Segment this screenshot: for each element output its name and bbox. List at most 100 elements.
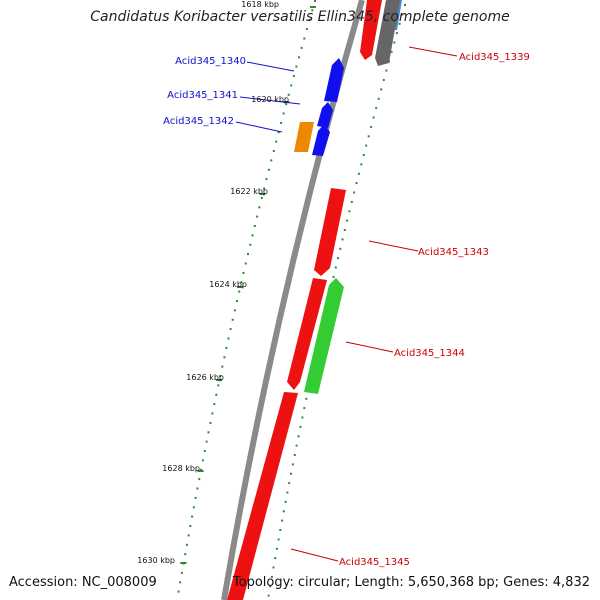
tick-dot xyxy=(360,163,363,166)
gene-label-1339: Acid345_1339 xyxy=(459,52,530,63)
tick-dot xyxy=(217,384,220,387)
tick-dot xyxy=(236,300,238,302)
tick-dot xyxy=(339,247,342,250)
tick-label-1628: 1628 kbp xyxy=(162,464,200,473)
tick-dot xyxy=(281,519,284,522)
tick-dot xyxy=(280,121,283,124)
tick-dot xyxy=(179,581,182,584)
feature-gray xyxy=(375,0,400,66)
tick-dot xyxy=(367,135,370,138)
tick-dot xyxy=(284,500,287,503)
tick-dot xyxy=(377,97,380,100)
tick-dot xyxy=(272,566,275,569)
genome-backbone xyxy=(221,0,365,600)
tick-dot xyxy=(277,538,280,541)
tick-mark xyxy=(216,379,223,381)
tick-dot xyxy=(215,393,218,396)
tick-label-1630: 1630 kbp xyxy=(137,556,175,565)
tick-dot xyxy=(205,440,208,443)
gene-labels: Acid345_1339 Acid345_1340 Acid345_1341 A… xyxy=(163,52,530,568)
tick-dot xyxy=(285,103,288,106)
tick-dot xyxy=(265,178,268,181)
gene-label-1341: Acid345_1341 xyxy=(167,90,238,101)
tick-dot xyxy=(385,69,388,72)
tick-dot xyxy=(300,46,303,49)
gene-arrow-acid345-1343 xyxy=(314,188,346,276)
tick-dot xyxy=(357,172,360,175)
tick-dot xyxy=(185,543,188,546)
callout-line-1343 xyxy=(368,240,419,252)
tick-dot xyxy=(177,590,180,593)
tick-dot xyxy=(372,116,375,119)
tick-dot xyxy=(213,403,216,406)
callout-line-1344 xyxy=(345,341,394,353)
tick-dot xyxy=(244,262,247,265)
map-title: Candidatus Koribacter versatilis Ellin34… xyxy=(90,9,510,25)
tick-dot xyxy=(299,425,302,428)
callout-line-1345 xyxy=(290,548,339,562)
tick-dot xyxy=(242,271,245,274)
tick-label-1622: 1622 kbp xyxy=(230,187,268,196)
gene-arrow-acid345-1340 xyxy=(324,58,344,102)
tick-label-1618: 1618 kbp xyxy=(241,0,279,9)
callout-line-1340 xyxy=(246,61,295,72)
tick-dot xyxy=(209,421,212,424)
tick-dot xyxy=(282,510,285,513)
tick-dot xyxy=(238,290,241,293)
callout-line-1342 xyxy=(235,121,283,133)
tick-dot xyxy=(303,37,306,40)
tick-dot xyxy=(198,478,201,481)
callout-line-1339 xyxy=(408,46,458,57)
tick-dot xyxy=(233,309,236,312)
tick-dot xyxy=(187,534,190,537)
callout-line-1341 xyxy=(239,96,301,105)
tick-dot xyxy=(251,234,254,237)
tick-dot xyxy=(279,529,282,531)
tick-dot xyxy=(269,585,272,588)
tick-dot xyxy=(180,571,183,574)
callout-lines xyxy=(235,46,458,562)
tick-dot xyxy=(229,328,232,331)
tick-dot xyxy=(355,182,358,185)
tick-dot xyxy=(201,459,204,462)
gene-arrow-acid345-1345 xyxy=(227,392,298,600)
tick-dot xyxy=(203,450,206,452)
tick-dot xyxy=(337,257,339,260)
tick-dot xyxy=(191,515,194,518)
tick-mark xyxy=(197,470,204,472)
tick-dot xyxy=(260,196,263,199)
tick-dot xyxy=(277,131,280,134)
tick-dot xyxy=(343,229,346,231)
tick-dot xyxy=(401,13,404,16)
tick-dot xyxy=(270,575,273,578)
tick-dot xyxy=(267,594,270,597)
tick-dot xyxy=(348,210,351,213)
tick-dot xyxy=(227,337,230,340)
gene-label-1343: Acid345_1343 xyxy=(418,247,489,258)
tick-dot xyxy=(253,225,256,227)
tick-dot xyxy=(295,444,298,447)
tick-dot xyxy=(256,215,259,218)
tick-dot xyxy=(382,79,385,81)
tick-dot xyxy=(286,491,289,494)
tick-dot xyxy=(292,75,295,77)
gene-arrow-acid345-1339 xyxy=(360,0,382,60)
tick-dot xyxy=(223,356,226,359)
tick-dot xyxy=(194,496,197,499)
gene-label-1345: Acid345_1345 xyxy=(339,557,410,568)
tick-dot xyxy=(293,454,296,456)
gene-label-1342: Acid345_1342 xyxy=(163,116,234,127)
tick-dot xyxy=(297,435,300,438)
tick-dot xyxy=(404,4,406,6)
tick-mark xyxy=(237,286,243,288)
tick-dot xyxy=(370,125,373,128)
tick-label-1626: 1626 kbp xyxy=(186,373,224,382)
tick-dot xyxy=(207,431,210,434)
tick-dot xyxy=(275,140,278,143)
tick-dot xyxy=(221,365,224,368)
gene-label-1344: Acid345_1344 xyxy=(394,348,465,359)
tick-dot xyxy=(196,487,199,490)
tick-dot xyxy=(274,557,277,560)
tick-dot xyxy=(308,18,311,21)
